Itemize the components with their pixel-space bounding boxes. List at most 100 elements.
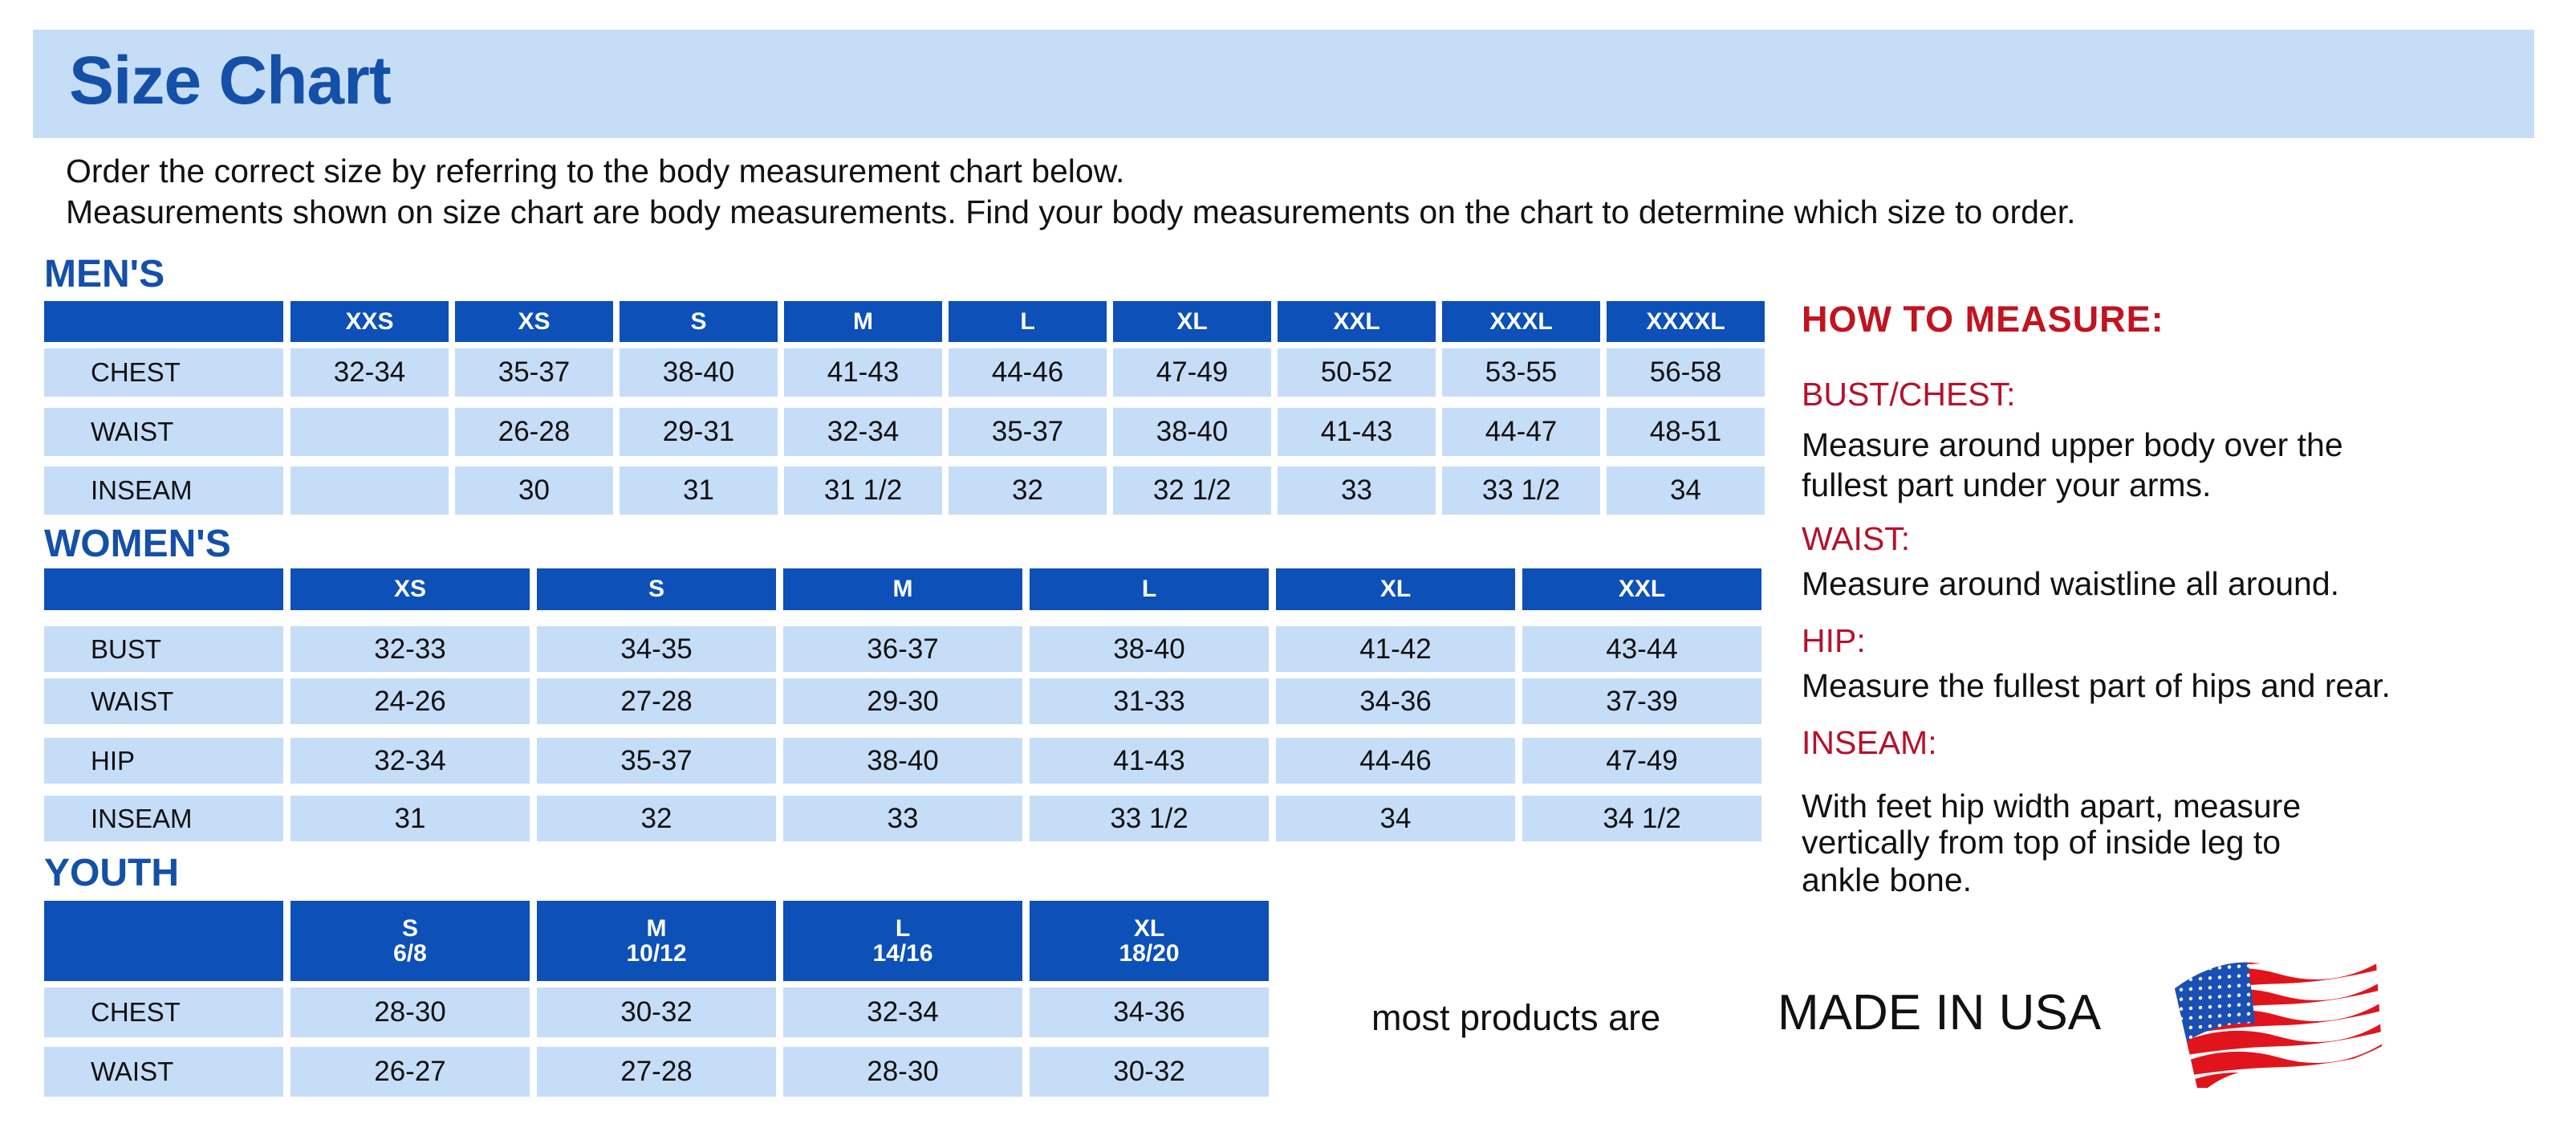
table-cell: 38-40 xyxy=(1030,626,1269,672)
table-cell: 27-28 xyxy=(537,678,776,724)
table-cell: 34 1/2 xyxy=(1522,796,1761,841)
table-cell: 34 xyxy=(1276,796,1515,841)
waist-heading: WAIST: xyxy=(1802,520,1911,557)
us-flag-icon xyxy=(2175,950,2382,1088)
table-cell: 35-37 xyxy=(455,348,613,397)
table-cell: 32 1/2 xyxy=(1113,466,1271,515)
mens-heading: MEN'S xyxy=(44,253,165,295)
row-label-waist: WAIST xyxy=(44,678,283,724)
size-header-s: S xyxy=(537,568,776,610)
table-cell: 29-31 xyxy=(620,408,778,456)
table-cell: 35-37 xyxy=(949,408,1107,456)
page-title: Size Chart xyxy=(69,43,392,118)
row-label-waist: WAIST xyxy=(44,1047,283,1097)
table-cell: 32-34 xyxy=(291,348,449,397)
size-header-xs: XS xyxy=(455,301,613,342)
table-cell: 41-42 xyxy=(1276,626,1515,672)
table-cell: 32-34 xyxy=(784,408,942,456)
size-header-xxs: XXS xyxy=(291,301,449,342)
table-cell: 44-46 xyxy=(949,348,1107,397)
table-cell: 33 1/2 xyxy=(1030,796,1269,841)
size-header-l: L xyxy=(949,301,1107,342)
table-cell: 33 xyxy=(1278,466,1436,515)
size-header-l: L xyxy=(1030,568,1269,610)
size-header-xxxxl: XXXXL xyxy=(1607,301,1765,342)
bust-chest-heading: BUST/CHEST: xyxy=(1802,376,2016,413)
table-cell: 56-58 xyxy=(1607,348,1765,397)
table-cell: 31 xyxy=(620,466,778,515)
table-cell: 34-35 xyxy=(537,626,776,672)
row-label-inseam: INSEAM xyxy=(44,466,283,515)
table-cell: 27-28 xyxy=(537,1047,776,1097)
table-cell: 28-30 xyxy=(783,1047,1022,1097)
table-cell: 31 1/2 xyxy=(784,466,942,515)
how-to-measure-title: HOW TO MEASURE: xyxy=(1802,299,2164,340)
table-cell: 43-44 xyxy=(1522,626,1761,672)
size-header-m: M 10/12 xyxy=(537,901,776,981)
bust-chest-text-2: fullest part under your arms. xyxy=(1802,466,2212,503)
table-cell: 37-39 xyxy=(1522,678,1761,724)
made-in-usa-text: MADE IN USA xyxy=(1778,985,2102,1040)
table-cell: 32-33 xyxy=(291,626,530,672)
size-header-s: S 6/8 xyxy=(291,901,530,981)
inseam-text-1: With feet hip width apart, measure xyxy=(1802,788,2302,825)
table-cell: 38-40 xyxy=(1113,408,1271,456)
header-band xyxy=(33,30,2534,138)
size-header-xl: XL xyxy=(1276,568,1515,610)
row-label-chest: CHEST xyxy=(44,987,283,1037)
size-header-m: M xyxy=(783,568,1022,610)
hip-heading: HIP: xyxy=(1802,622,1866,659)
header-corner-cell xyxy=(44,301,283,342)
table-cell: 24-26 xyxy=(291,678,530,724)
table-cell: 32-34 xyxy=(783,987,1022,1037)
table-cell: 29-30 xyxy=(783,678,1022,724)
womens-heading: WOMEN'S xyxy=(44,523,231,565)
made-in-usa-prefix: most products are xyxy=(1371,997,1661,1038)
row-label-hip: HIP xyxy=(44,738,283,784)
table-cell: 41-43 xyxy=(1030,738,1269,784)
inseam-text-2: vertically from top of inside leg to xyxy=(1802,824,2281,861)
table-cell: 44-47 xyxy=(1442,408,1600,456)
size-header-xxxl: XXXL xyxy=(1442,301,1600,342)
size-header-xxl: XXL xyxy=(1278,301,1436,342)
table-cell: 26-28 xyxy=(455,408,613,456)
table-cell: 44-46 xyxy=(1276,738,1515,784)
table-cell: 33 xyxy=(783,796,1022,841)
header-corner-cell xyxy=(44,901,283,981)
intro-line-1: Order the correct size by referring to t… xyxy=(66,153,1125,189)
row-label-chest: CHEST xyxy=(44,348,283,397)
table-cell: 31-33 xyxy=(1030,678,1269,724)
table-cell: 36-37 xyxy=(783,626,1022,672)
row-label-inseam: INSEAM xyxy=(44,796,283,841)
table-cell: 33 1/2 xyxy=(1442,466,1600,515)
table-cell: 41-43 xyxy=(1278,408,1436,456)
table-cell: 53-55 xyxy=(1442,348,1600,397)
size-header-xl: XL 18/20 xyxy=(1030,901,1269,981)
table-cell: 30-32 xyxy=(1030,1047,1269,1097)
table-cell: 34-36 xyxy=(1276,678,1515,724)
table-cell: 35-37 xyxy=(537,738,776,784)
table-cell: 48-51 xyxy=(1607,408,1765,456)
table-cell: 32 xyxy=(949,466,1107,515)
size-header-s: S xyxy=(620,301,778,342)
size-header-xs: XS xyxy=(291,568,530,610)
youth-heading: YOUTH xyxy=(44,852,179,894)
header-corner-cell xyxy=(44,568,283,610)
table-cell: 26-27 xyxy=(291,1047,530,1097)
size-header-xl: XL xyxy=(1113,301,1271,342)
size-header-xxl: XXL xyxy=(1522,568,1761,610)
waist-text: Measure around waistline all around. xyxy=(1802,565,2340,602)
table-cell: 32-34 xyxy=(291,738,530,784)
table-cell: 30 xyxy=(455,466,613,515)
size-header-l: L 14/16 xyxy=(783,901,1022,981)
table-cell xyxy=(291,466,449,515)
table-cell: 30-32 xyxy=(537,987,776,1037)
inseam-text-3: ankle bone. xyxy=(1802,861,1973,898)
table-cell: 47-49 xyxy=(1522,738,1761,784)
row-label-bust: BUST xyxy=(44,626,283,672)
table-cell xyxy=(291,408,449,456)
table-cell: 34 xyxy=(1607,466,1765,515)
table-cell: 38-40 xyxy=(783,738,1022,784)
intro-line-2: Measurements shown on size chart are bod… xyxy=(66,193,2076,230)
table-cell: 31 xyxy=(291,796,530,841)
